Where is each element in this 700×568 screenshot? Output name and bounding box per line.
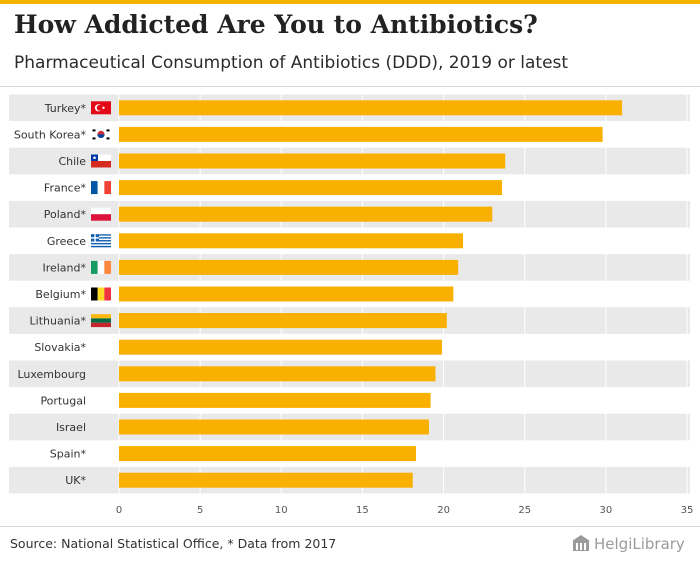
bar	[119, 100, 623, 116]
south-korea-flag-icon	[91, 127, 111, 141]
chile-flag-icon	[91, 154, 111, 168]
bar-chart: Turkey* South Korea* Chile France* Poland* Gr…	[9, 94, 694, 516]
bar	[119, 259, 459, 275]
brand-logo: HelgiLibrary	[572, 530, 696, 558]
category-label: France*	[44, 182, 87, 195]
bar	[119, 446, 416, 462]
bar	[119, 286, 454, 302]
poland-flag-icon	[91, 207, 111, 221]
lithuania-flag-icon	[91, 314, 111, 328]
category-label: UK*	[65, 474, 86, 487]
x-tick-label: 25	[518, 505, 531, 516]
chart-subtitle: Pharmaceutical Consumption of Antibiotic…	[14, 53, 569, 73]
x-tick-label: 5	[197, 505, 203, 516]
greece-flag-icon	[91, 234, 111, 248]
category-label: Turkey*	[44, 102, 87, 115]
library-icon	[572, 535, 590, 551]
category-label: Poland*	[44, 208, 87, 221]
bar	[119, 366, 436, 382]
x-tick-label: 35	[681, 505, 694, 516]
turkey-flag-icon	[91, 101, 111, 115]
bar	[119, 339, 442, 355]
category-label: Chile	[58, 155, 86, 168]
ireland-flag-icon	[91, 260, 111, 274]
bar	[119, 419, 429, 435]
x-tick-label: 0	[116, 505, 122, 516]
x-tick-label: 15	[356, 505, 369, 516]
x-tick-label: 20	[437, 505, 450, 516]
category-label: Israel	[56, 421, 86, 434]
x-tick-label: 30	[599, 505, 612, 516]
category-label: Luxembourg	[17, 368, 86, 381]
category-label: Lithuania*	[30, 315, 87, 328]
bar	[119, 313, 447, 329]
category-label: Ireland*	[42, 261, 86, 274]
bar	[119, 180, 502, 196]
bar	[119, 472, 413, 488]
category-label: Greece	[47, 235, 86, 248]
brand-name: HelgiLibrary	[594, 535, 685, 553]
bar	[119, 233, 464, 249]
belgium-flag-icon	[91, 287, 111, 301]
bar	[119, 153, 506, 169]
x-tick-label: 10	[275, 505, 288, 516]
category-label: Belgium*	[35, 288, 86, 301]
france-flag-icon	[91, 181, 111, 195]
category-label: South Korea*	[14, 128, 87, 141]
source-note: Source: National Statistical Office, * D…	[10, 536, 337, 551]
category-label: Slovakia*	[34, 341, 86, 354]
bar	[119, 392, 431, 408]
category-label: Portugal	[40, 394, 86, 407]
footer-divider	[0, 526, 700, 527]
top-accent-bar	[0, 0, 700, 4]
category-label: Spain*	[50, 448, 87, 461]
header-divider	[0, 86, 700, 87]
bar	[119, 206, 493, 222]
chart-title: How Addicted Are You to Antibiotics?	[14, 10, 538, 39]
bar	[119, 126, 603, 142]
